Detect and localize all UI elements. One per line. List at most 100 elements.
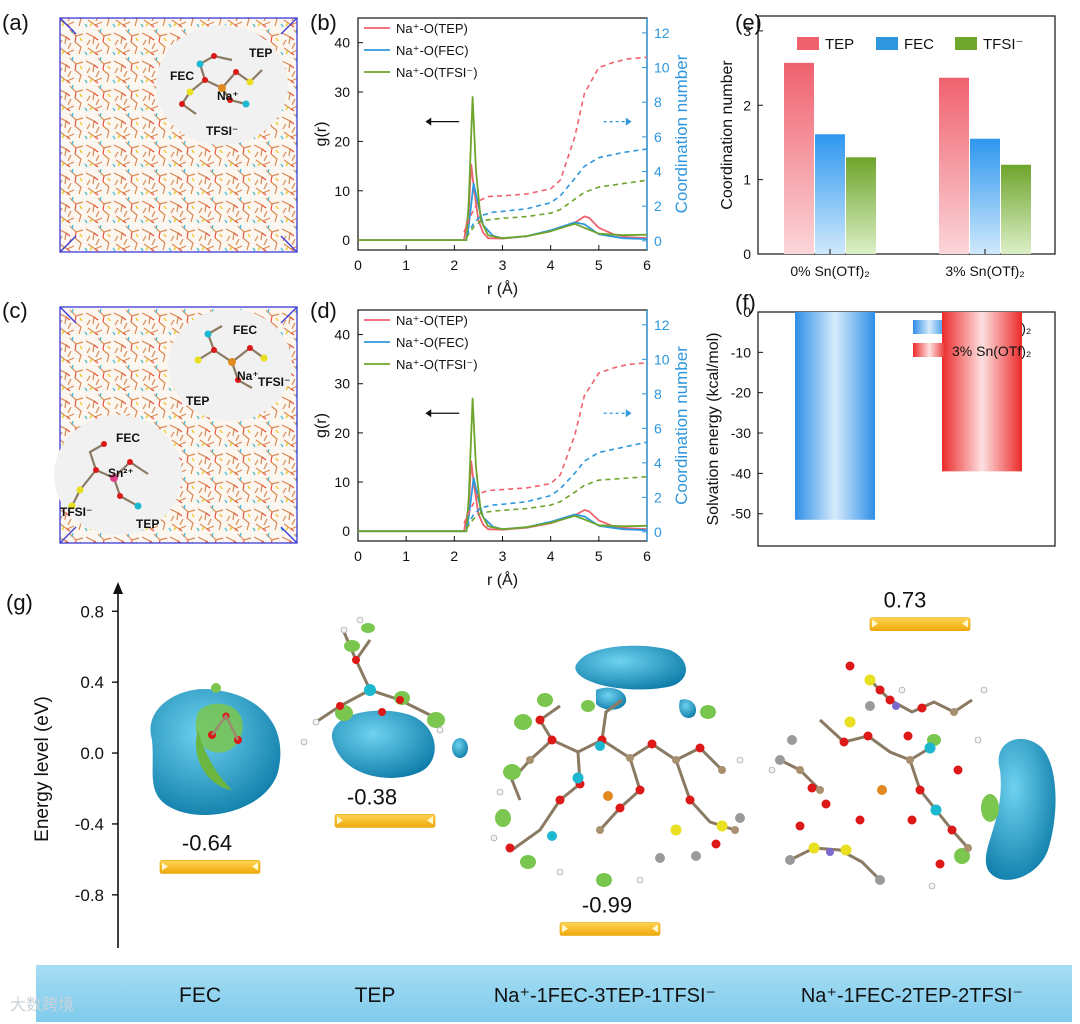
x-tick-label: 2 [450, 257, 458, 273]
x-tick-label: 6 [643, 548, 651, 564]
legend-label: Na⁺-O(FEC) [396, 43, 469, 58]
legend-label: Na⁺-O(TEP) [396, 313, 468, 328]
y-axis-arrowhead [113, 582, 123, 594]
label-tep: TEP [249, 46, 272, 60]
arrow-right-head [625, 409, 632, 418]
energy-bar-tip [162, 862, 168, 871]
panel-label-a: (a) [2, 10, 29, 35]
md-box-frame [59, 306, 298, 544]
category-label: FEC [179, 984, 221, 1007]
bar [795, 312, 875, 520]
energy-value-label: 0.73 [884, 588, 927, 613]
y-tick-label: -40 [731, 465, 751, 481]
energy-value-label: -0.99 [582, 893, 632, 918]
label-na: Na⁺ [237, 369, 259, 383]
energy-level-bar [334, 814, 436, 828]
y2-axis-label: Coordination number [672, 346, 691, 505]
y-tick-label: 3 [743, 23, 751, 39]
y-tick-label: -0.4 [75, 815, 104, 834]
bar [1001, 164, 1031, 254]
legend-swatch [913, 343, 946, 357]
y-tick-label: -50 [731, 506, 751, 522]
label-tep: TEP [186, 394, 209, 408]
coordination-line [465, 148, 648, 237]
energy-level-chart: (g) [6, 582, 1072, 1022]
legend-label: Na⁺-O(FEC) [396, 335, 469, 350]
coordination-line [465, 475, 648, 529]
legend-swatch [913, 320, 946, 334]
y-tick-label: 20 [334, 425, 350, 441]
y2-tick-label: 8 [654, 94, 662, 110]
y-axis-label: Energy level (eV) [32, 696, 53, 842]
y2-tick-label: 6 [654, 129, 662, 145]
y-tick-label: 40 [334, 327, 350, 343]
x-tick-label: 0 [354, 548, 362, 564]
y-tick-label: -20 [731, 385, 751, 401]
y-tick-label: 0.4 [80, 673, 104, 692]
y2-tick-label: 2 [654, 489, 662, 505]
y-tick-label: 30 [334, 376, 350, 392]
y-tick-label: -30 [731, 425, 751, 441]
legend-label: 3% Sn(OTf)₂ [952, 343, 1031, 359]
category-label: TEP [355, 984, 396, 1007]
rdf-line [358, 397, 648, 533]
y-tick-label: 10 [334, 474, 350, 490]
coordination-line [465, 441, 648, 528]
y-axis-label: g(r) [313, 413, 330, 438]
category-label: Na⁺-1FEC-3TEP-1TFSI⁻ [494, 985, 716, 1007]
category-band [36, 965, 1072, 1022]
cluster-1fec-3tep-1tfsi-render [490, 645, 745, 887]
bar [784, 62, 814, 255]
energy-bar-tip [427, 816, 433, 825]
x-tick-label: 3% Sn(OTf)₂ [945, 263, 1024, 279]
legend-label: TFSI⁻ [983, 36, 1023, 53]
y-axis-label: Coordination number [719, 60, 736, 210]
plot-frame [757, 15, 1056, 255]
x-tick-label: 0% Sn(OTf)₂ [790, 263, 869, 279]
bar [939, 77, 969, 254]
y-tick-label: 0 [342, 523, 350, 539]
y2-tick-label: 10 [654, 351, 670, 367]
x-tick-label: 5 [595, 257, 603, 273]
legend-swatch [797, 37, 819, 50]
bar [815, 134, 845, 254]
energy-bar-tip [962, 619, 968, 628]
bar [942, 312, 1022, 472]
label-tfsi: TFSI⁻ [258, 375, 290, 389]
y2-tick-label: 0 [654, 233, 662, 249]
panel-c: (c) FEC Na⁺ TFSI⁻ TEP FEC Sn²⁺ TFSI⁻ [2, 298, 298, 544]
y2-tick-label: 12 [654, 25, 670, 41]
legend-swatch [955, 37, 977, 50]
coordination-line [463, 362, 648, 524]
energy-bar-tip [872, 619, 878, 628]
panel-label-c: (c) [2, 298, 28, 323]
panel-label-g: (g) [6, 590, 33, 615]
y2-tick-label: 12 [654, 317, 670, 333]
rdf-line [358, 96, 648, 242]
cluster-molecule [179, 53, 263, 115]
x-tick-label: 5 [595, 548, 603, 564]
x-tick-label: 0 [354, 257, 362, 273]
label-sn: Sn²⁺ [108, 466, 134, 480]
y-tick-label: 0.8 [80, 602, 104, 621]
rdf-line [358, 460, 648, 533]
energy-level-bar [559, 922, 661, 936]
x-tick-label: 4 [547, 548, 555, 564]
y-tick-label: 1 [743, 172, 751, 188]
x-tick-label: 3 [499, 257, 507, 273]
y2-axis-label: Coordination number [672, 54, 691, 213]
y-tick-label: 10 [334, 183, 350, 199]
legend-label: Na⁺-O(TFSI⁻) [396, 65, 478, 80]
panel-a: (a) TEP FEC Na⁺ TFSI⁻ [2, 10, 298, 253]
cluster-molecule-na [194, 325, 268, 389]
y2-tick-label: 10 [654, 60, 670, 76]
energy-bar-tip [337, 816, 343, 825]
watermark: 大数跨境 [10, 995, 74, 1014]
coordination-line [465, 179, 648, 238]
cluster-molecule-sn [68, 441, 149, 510]
label-fec: FEC [233, 323, 257, 337]
y-tick-label: 0 [743, 246, 751, 262]
y-tick-label: 0 [342, 232, 350, 248]
y2-tick-label: 4 [654, 455, 662, 471]
